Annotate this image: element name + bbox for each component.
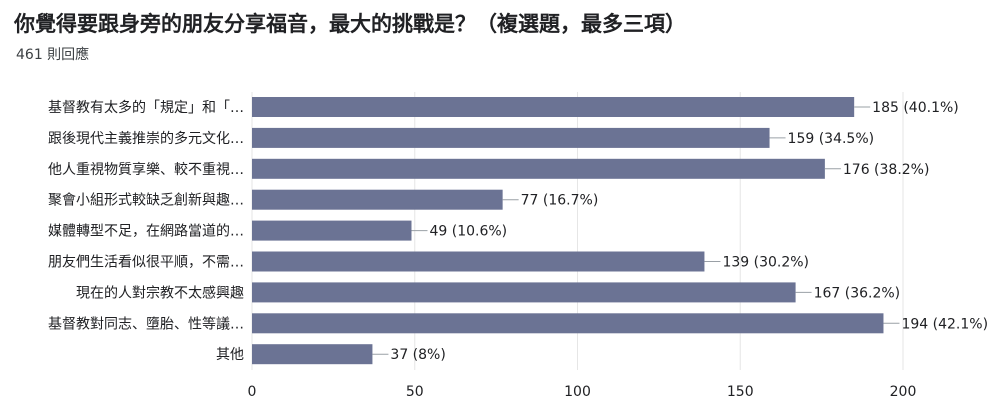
category-label: 現在的人對宗教不太感興趣	[76, 284, 244, 301]
value-label: 139 (30.2%)	[722, 255, 809, 271]
category-label: 其他	[216, 347, 244, 363]
bar	[252, 313, 884, 334]
bar	[252, 189, 503, 210]
bar	[252, 344, 373, 365]
bar	[252, 158, 825, 179]
bar	[252, 282, 796, 303]
value-label: 159 (34.5%)	[788, 131, 875, 147]
response-count: 461 則回應	[16, 47, 90, 63]
value-label: 194 (42.1%)	[901, 316, 988, 332]
category-label: 媒體轉型不足，在網路當道的…	[48, 224, 244, 240]
category-label: 朋友們生活看似很平順，不需…	[48, 255, 244, 271]
category-label: 跟後現代主義推崇的多元文化…	[48, 130, 244, 147]
x-tick-label-100: 100	[564, 384, 591, 400]
bar	[252, 251, 705, 272]
category-label: 聚會小組形式較缺乏創新與趣…	[48, 193, 244, 209]
x-tick-label-0: 0	[248, 384, 257, 400]
chart-title: 你覺得要跟身旁的朋友分享福音，最大的挑戰是？（複選題，最多三項）	[14, 12, 686, 36]
value-label: 185 (40.1%)	[872, 100, 959, 116]
value-label: 176 (38.2%)	[843, 162, 930, 178]
x-tick-label-200: 200	[890, 384, 917, 400]
category-label: 他人重視物質享樂、較不重視…	[48, 161, 244, 178]
x-tick-label-50: 50	[406, 384, 424, 400]
category-label: 基督教有太多的「規定」和「…	[48, 99, 244, 116]
value-label: 77 (16.7%)	[521, 193, 599, 209]
x-tick-label-150: 150	[727, 384, 754, 400]
value-label: 37 (8%)	[390, 347, 445, 363]
value-label: 49 (10.6%)	[429, 224, 507, 240]
bar	[252, 220, 412, 241]
category-label: 基督教對同志、墮胎、性等議…	[48, 315, 244, 332]
bar	[252, 97, 855, 117]
value-label: 167 (36.2%)	[814, 285, 901, 301]
bar	[252, 127, 770, 148]
